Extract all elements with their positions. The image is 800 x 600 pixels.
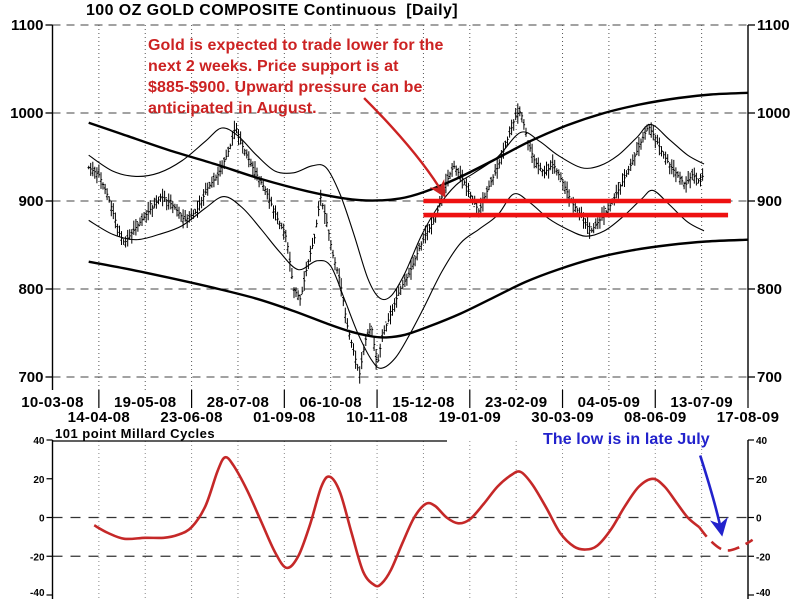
y-axis-label-right: 800: [757, 281, 782, 298]
cycle-y-label-left: 40: [33, 436, 45, 447]
cycle-low-annotation: The low is in late July: [543, 431, 710, 448]
cycle-curves: [93, 455, 754, 588]
forecast-annotation: Gold is expected to trade lower for the …: [148, 37, 444, 117]
x-axis-label: 23-06-08: [160, 409, 222, 426]
x-axis-label: 04-05-09: [578, 394, 640, 411]
x-axis-label: 15-12-08: [392, 394, 454, 411]
envelope-upper-curve: [88, 91, 749, 202]
price-bars: [87, 103, 704, 384]
x-axis-label: 19-01-09: [439, 409, 501, 426]
y-axis-label-right: 700: [757, 369, 782, 386]
band-curves: [88, 91, 749, 369]
x-axis-label: 01-09-08: [253, 409, 315, 426]
cycle-y-label-left: -20: [30, 552, 45, 563]
x-axis-label: 17-08-09: [717, 409, 779, 426]
y-axis-label-right: 1000: [757, 105, 790, 122]
inner-band-upper-curve: [88, 123, 705, 301]
y-axis-label-right: 1100: [757, 17, 790, 34]
support-lines: [423, 198, 731, 218]
x-axis-label: 10-03-08: [21, 394, 83, 411]
cycle-low-arrow: [698, 455, 728, 537]
envelope-lower-curve: [88, 238, 749, 339]
forecast-arrow: [363, 97, 446, 198]
x-axis-label: 13-07-09: [670, 394, 732, 411]
y-axis-label-right: 900: [757, 193, 782, 210]
cycle-y-label-right: 0: [756, 514, 762, 525]
x-axis-label: 19-05-08: [114, 394, 176, 411]
cycle-y-label-left: 20: [33, 475, 45, 486]
cycle-y-label-left: 0: [39, 514, 45, 525]
date-axis: 10-03-0814-04-0819-05-0823-06-0828-07-08…: [21, 390, 779, 426]
cycle-y-label-right: -20: [756, 552, 771, 563]
cycle-curve-projection: [698, 526, 754, 552]
axes: [51, 25, 749, 599]
y-axis-label-left: 800: [18, 281, 43, 298]
x-axis-label: 06-10-08: [299, 394, 361, 411]
x-axis-label: 14-04-08: [68, 409, 130, 426]
cycle-y-label-right: 40: [756, 436, 768, 447]
x-axis-label: 08-06-09: [624, 409, 686, 426]
y-axis-label-left: 900: [18, 193, 43, 210]
cycles-chart-title: 101 point Millard Cycles: [55, 426, 216, 441]
y-axis-label-left: 1000: [10, 105, 43, 122]
x-axis-label: 23-02-09: [485, 394, 547, 411]
y-axis-label-left: 1100: [11, 17, 44, 34]
x-axis-label: 10-11-08: [346, 409, 408, 426]
y-axis-label-left: 700: [18, 369, 43, 386]
cycle-y-label-right: 20: [756, 475, 768, 486]
cycle-y-label-left: -40: [30, 588, 45, 599]
chart-title: 100 OZ GOLD COMPOSITE Continuous [Daily]: [86, 2, 458, 19]
x-axis-label: 28-07-08: [207, 394, 269, 411]
inner-band-lower-curve: [88, 189, 705, 369]
cycle-y-label-right: -40: [756, 588, 771, 599]
cycle-curve: [93, 455, 701, 588]
x-axis-label: 30-03-09: [531, 409, 593, 426]
